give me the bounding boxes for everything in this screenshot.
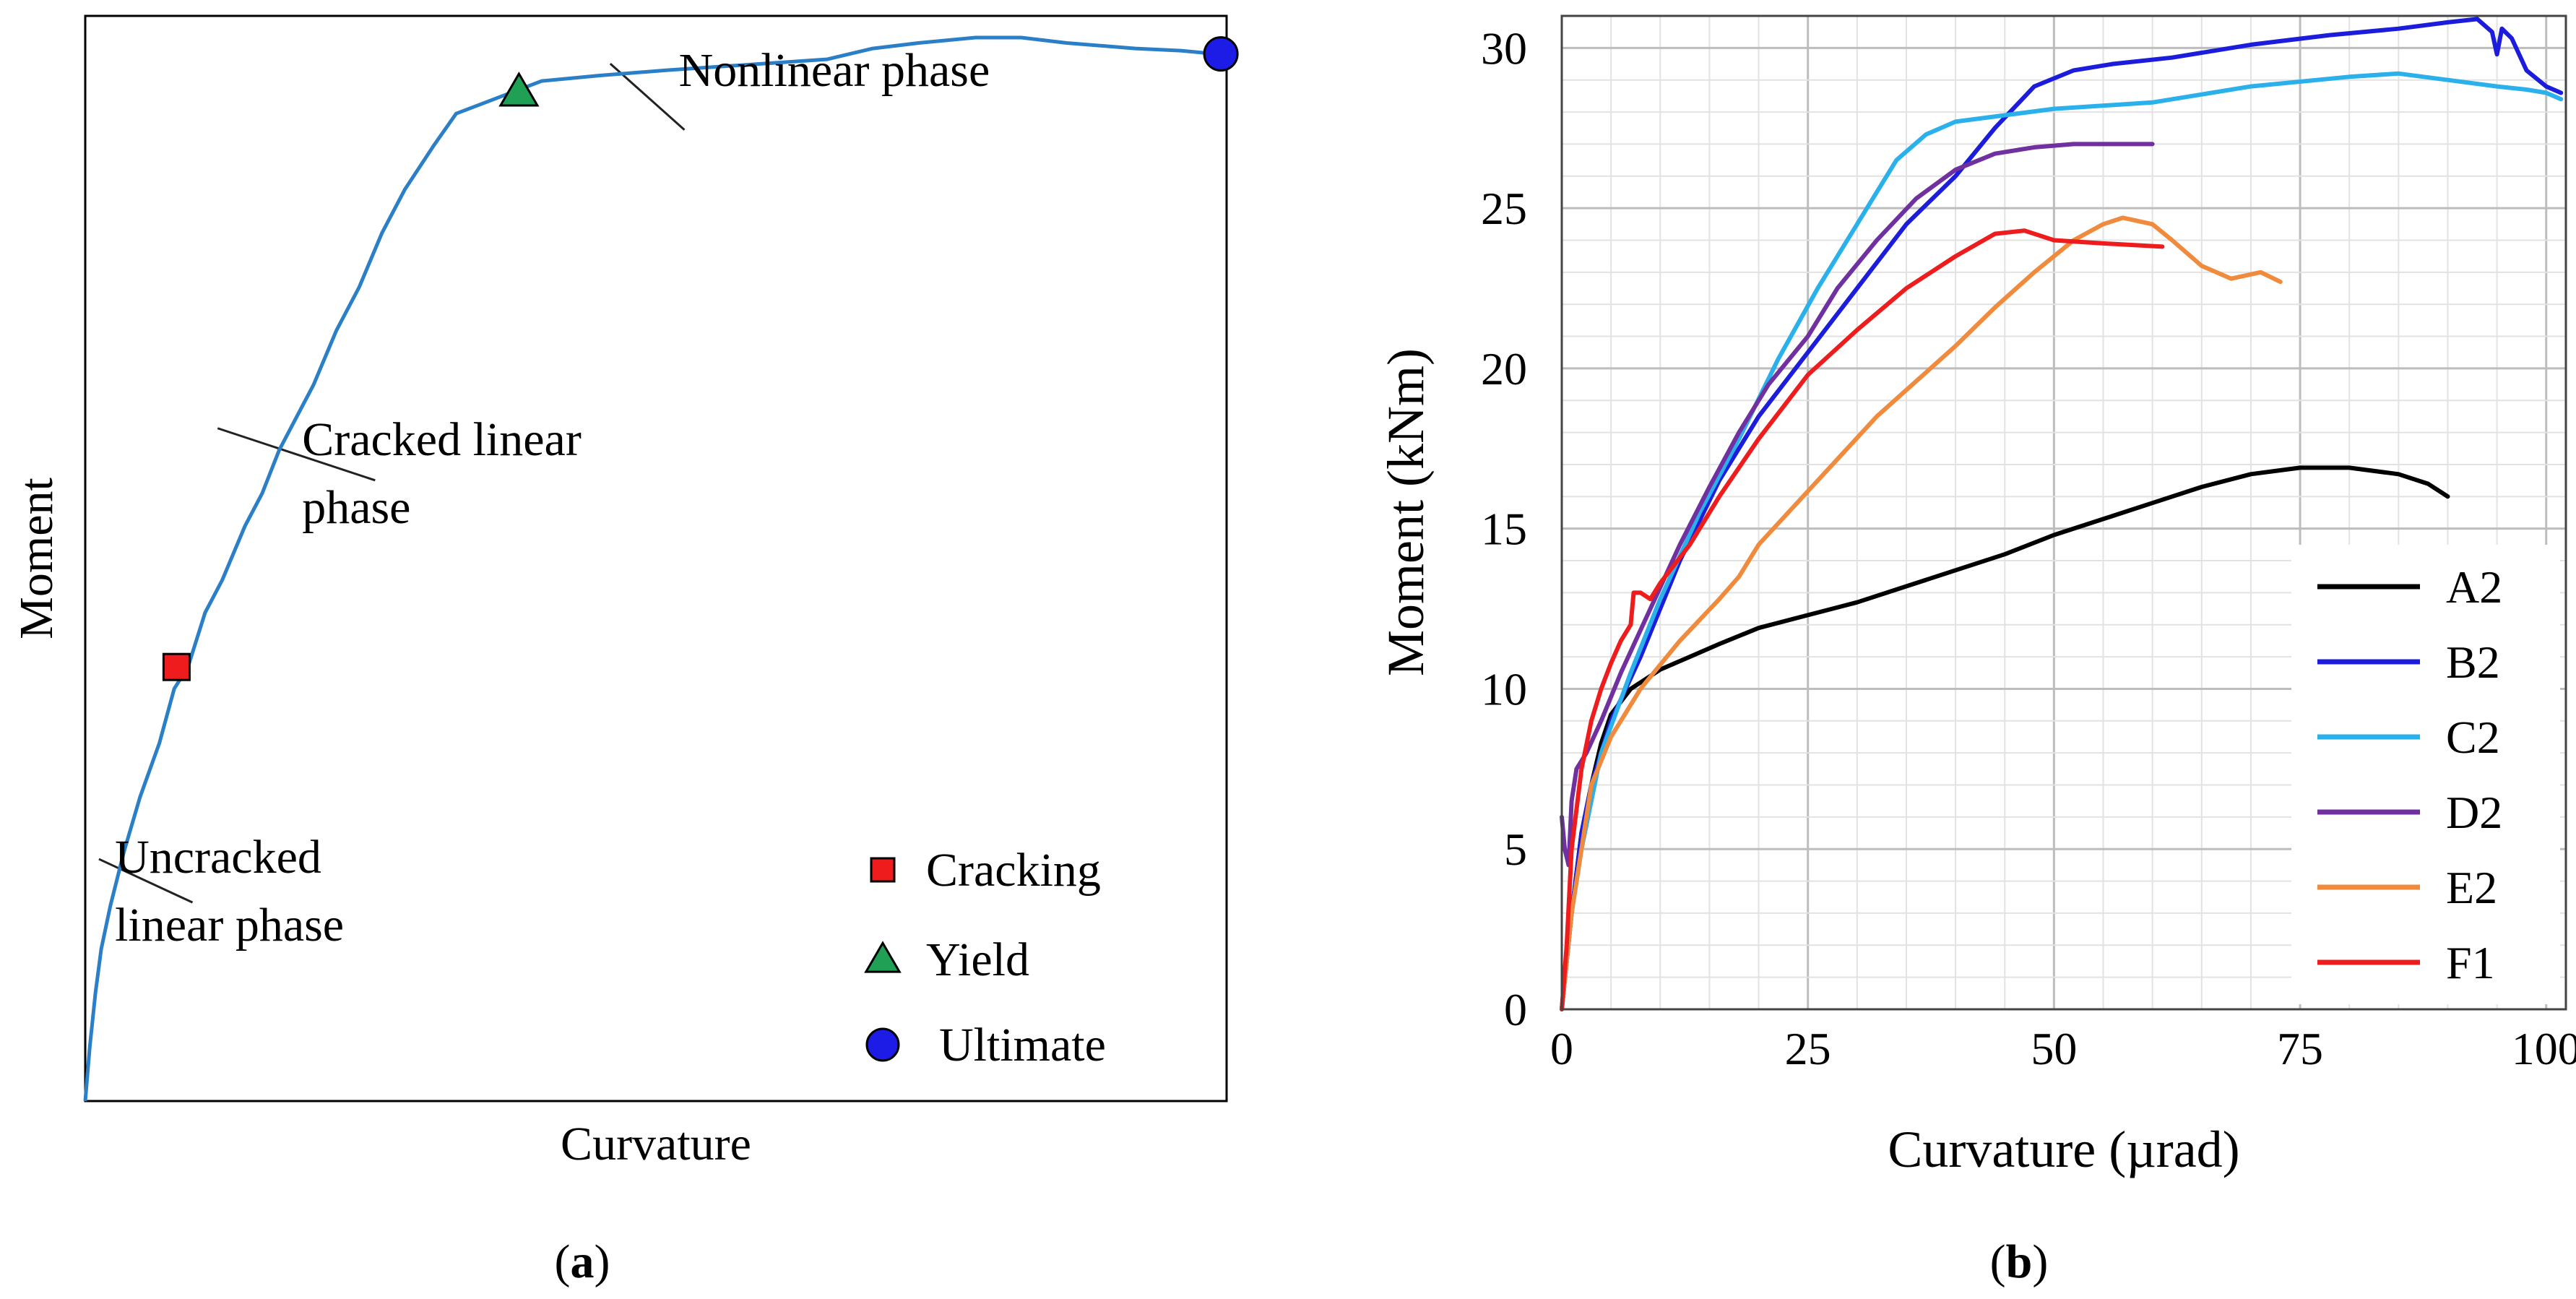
legend-cracking-marker <box>870 857 896 883</box>
phase-annotation-line: Uncracked <box>115 831 321 884</box>
panel-a-annotations: Nonlinear phase Cracked linear phase Uncrac… <box>115 44 990 951</box>
phase-annotation: Nonlinear phase <box>679 44 990 97</box>
panel-b-gridlines <box>1562 15 2566 1009</box>
panel-b-y-axis-label: Moment (kNm) <box>1377 348 1435 676</box>
panel-a-y-axis-label: Moment <box>10 478 63 639</box>
legend-background <box>2291 545 2560 1004</box>
legend-label-b2: B2 <box>2446 636 2500 688</box>
panel-a-curve <box>83 35 1216 1102</box>
panel-b-label-letter: b <box>2006 1235 2033 1288</box>
y-tick-label: 25 <box>1481 183 1527 234</box>
legend-label-e2: E2 <box>2446 862 2497 913</box>
panel-b-frame <box>1560 14 2567 1011</box>
y-tick-label: 5 <box>1504 824 1527 875</box>
series-line-c2 <box>1560 71 2564 1011</box>
panel-b-legend: A2 B2 C2 D2 E2 F1 <box>2291 545 2560 1004</box>
panel-a-x-axis-label: Curvature <box>561 1118 751 1170</box>
panel-a-markers <box>162 36 1239 681</box>
panel-b-label: (b) <box>1990 1235 2049 1288</box>
moment-curvature-curve <box>83 35 1216 1102</box>
y-tick-label: 15 <box>1481 504 1527 555</box>
legend-label-a2: A2 <box>2446 561 2502 613</box>
legend-label-d2: D2 <box>2446 787 2502 838</box>
x-tick-label: 25 <box>1785 1023 1831 1074</box>
annotation-leader-line <box>98 858 194 904</box>
x-tick-label: 75 <box>2277 1023 2323 1074</box>
series-line-e2 <box>1560 215 2283 1011</box>
x-tick-label: 50 <box>2031 1023 2077 1074</box>
y-tick-label: 10 <box>1481 663 1527 715</box>
y-tick-label: 0 <box>1504 984 1527 1035</box>
panel-a-label-letter: a <box>571 1235 595 1288</box>
panel-b: 0 25 50 75 100 0 5 10 15 20 25 30 A2 B2 C2 D2 E2 F1 Cur… <box>1377 14 2576 1288</box>
panel-b-x-tick-labels: 0 25 50 75 100 <box>1550 1023 2576 1074</box>
phase-annotation: Cracked linear phase <box>302 413 582 534</box>
legend-label-f1: F1 <box>2446 937 2495 988</box>
panel-b-y-tick-labels: 0 5 10 15 20 25 30 <box>1481 22 1527 1035</box>
panel-a-legend: Cracking Yield Ultimate <box>864 844 1106 1071</box>
annotation-leader-line <box>217 427 376 482</box>
phase-annotation-line: Nonlinear phase <box>679 44 990 97</box>
legend-ultimate-marker <box>865 1027 900 1062</box>
yield-point-marker <box>498 72 540 107</box>
series-line-d2 <box>1560 142 2155 868</box>
y-tick-label: 20 <box>1481 343 1527 394</box>
legend-cracking-label: Cracking <box>926 844 1101 897</box>
phase-annotation: Uncracked linear phase <box>115 831 344 951</box>
series-line-f1 <box>1560 228 2165 1011</box>
phase-annotation-line: phase <box>302 481 410 534</box>
y-tick-label: 30 <box>1481 22 1527 74</box>
legend-yield-label: Yield <box>926 933 1029 986</box>
legend-yield-marker <box>864 941 902 973</box>
legend-label-c2: C2 <box>2446 712 2500 763</box>
phase-annotation-line: linear phase <box>115 899 344 951</box>
panel-b-series <box>1560 17 2564 1011</box>
series-line-b2 <box>1560 17 2564 1011</box>
x-tick-label: 0 <box>1550 1023 1573 1074</box>
panel-a-frame <box>84 14 1228 1102</box>
panel-a-label: (a) <box>555 1235 610 1288</box>
ultimate-point-marker <box>1203 36 1239 72</box>
panel-a: Nonlinear phase Cracked linear phase Uncrac… <box>10 14 1239 1288</box>
phase-annotation-line: Cracked linear <box>302 413 582 466</box>
cracking-point-marker <box>162 652 191 681</box>
x-tick-label: 100 <box>2512 1023 2576 1074</box>
legend-ultimate-label: Ultimate <box>939 1019 1106 1071</box>
panel-b-x-axis-label: Curvature (µrad) <box>1888 1121 2239 1178</box>
